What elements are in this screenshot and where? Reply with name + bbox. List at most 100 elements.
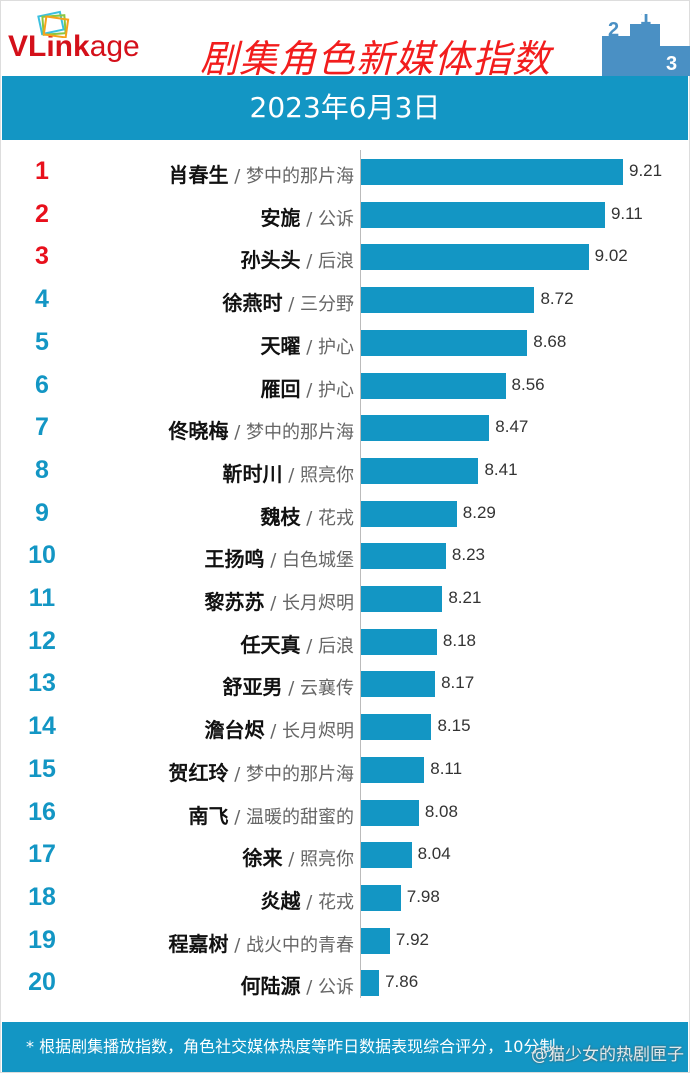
chart-row: 17 徐来 / 照亮你 8.04 bbox=[0, 834, 690, 876]
value-label: 8.17 bbox=[441, 673, 475, 693]
bar bbox=[361, 799, 419, 826]
value-label: 8.41 bbox=[484, 459, 518, 479]
chart-row: 3 孙头头 / 后浪 9.02 bbox=[0, 236, 690, 278]
character-name: 黎苏苏 bbox=[204, 590, 265, 614]
row-label: 黎苏苏 / 长月烬明 bbox=[204, 586, 354, 615]
y-axis-line bbox=[360, 150, 361, 998]
rank-number: 9 bbox=[35, 498, 49, 527]
row-label: 贺红玲 / 梦中的那片海 bbox=[168, 757, 354, 786]
rank-number: 17 bbox=[28, 840, 56, 869]
value-label: 8.68 bbox=[533, 331, 567, 351]
drama-name: 照亮你 bbox=[300, 849, 354, 871]
drama-name: 白色城堡 bbox=[282, 550, 354, 572]
drama-name-sep: / bbox=[300, 208, 318, 230]
value-label: 8.21 bbox=[448, 588, 482, 607]
drama-name-sep: / bbox=[300, 891, 318, 913]
chart-row: 19 程嘉树 / 战火中的青春 7.92 bbox=[0, 920, 690, 962]
row-label: 南飞 / 温暖的甜蜜的 bbox=[188, 800, 354, 829]
chart-row: 10 王扬鸣 / 白色城堡 8.23 bbox=[0, 535, 690, 577]
row-label: 任天真 / 后浪 bbox=[240, 629, 354, 658]
row-label: 舒亚男 / 云襄传 bbox=[222, 671, 354, 700]
value-label: 9.11 bbox=[610, 203, 643, 223]
drama-name: 梦中的那片海 bbox=[246, 166, 354, 187]
row-label: 澹台烬 / 长月烬明 bbox=[204, 714, 354, 743]
value-label: 8.15 bbox=[437, 716, 471, 736]
bar bbox=[361, 543, 446, 570]
row-label: 佟晓梅 / 梦中的那片海 bbox=[168, 415, 354, 444]
character-name: 徐来 bbox=[242, 846, 283, 871]
rank-number: 11 bbox=[28, 584, 56, 612]
chart-row: 13 舒亚男 / 云襄传 8.17 bbox=[0, 663, 690, 705]
svg-text:3: 3 bbox=[666, 53, 677, 75]
drama-name: 云襄传 bbox=[300, 678, 354, 700]
character-name: 魏枝 bbox=[260, 504, 301, 529]
row-label: 靳时川 / 照亮你 bbox=[222, 458, 354, 487]
bar bbox=[361, 756, 425, 783]
character-name: 任天真 bbox=[240, 632, 301, 657]
rank-number: 19 bbox=[28, 925, 56, 954]
drama-name: 护心 bbox=[318, 379, 354, 401]
character-name: 佟晓梅 bbox=[168, 419, 229, 444]
bar bbox=[361, 159, 623, 185]
chart-row: 6 雁回 / 护心 8.56 bbox=[0, 365, 690, 407]
rank-number: 2 bbox=[35, 199, 49, 228]
drama-name: 公诉 bbox=[318, 977, 354, 999]
row-label: 孙头头 / 后浪 bbox=[240, 244, 354, 273]
character-name: 安旎 bbox=[260, 205, 301, 230]
value-label: 8.72 bbox=[540, 289, 574, 309]
drama-name-sep: / bbox=[300, 507, 318, 529]
drama-name: 照亮你 bbox=[300, 464, 354, 486]
character-name: 澹台烬 bbox=[204, 718, 265, 743]
value-label: 7.92 bbox=[395, 929, 429, 949]
rank-number: 13 bbox=[28, 669, 56, 698]
value-label: 8.23 bbox=[451, 545, 486, 565]
drama-name: 三分野 bbox=[300, 294, 354, 316]
bar bbox=[361, 287, 535, 314]
chart-row: 9 魏枝 / 花戎 8.29 bbox=[0, 493, 690, 535]
value-label: 9.02 bbox=[594, 246, 628, 266]
drama-name-sep: / bbox=[300, 336, 318, 358]
rank-number: 8 bbox=[35, 455, 49, 484]
drama-name-sep: / bbox=[282, 849, 300, 871]
chart-row: 16 南飞 / 温暖的甜蜜的 8.08 bbox=[0, 792, 690, 834]
drama-name-sep: / bbox=[264, 593, 282, 614]
bar bbox=[361, 714, 432, 741]
drama-name-sep: / bbox=[300, 251, 318, 273]
rank-number: 4 bbox=[35, 285, 49, 314]
bar bbox=[361, 927, 390, 954]
character-name: 贺红玲 bbox=[168, 760, 229, 785]
footer-note: * 根据剧集播放指数，角色社交媒体热度等昨日数据表现综合评分，10分制 bbox=[2, 1022, 688, 1072]
drama-name-sep: / bbox=[228, 422, 246, 444]
drama-name: 花戎 bbox=[318, 507, 354, 529]
drama-name: 护心 bbox=[318, 336, 354, 358]
bar bbox=[361, 244, 589, 271]
value-label: 8.56 bbox=[511, 374, 545, 394]
chart-row: 20 何陆源 / 公诉 7.86 bbox=[0, 962, 690, 1004]
character-name: 雁回 bbox=[260, 376, 301, 401]
drama-name-sep: / bbox=[300, 379, 318, 401]
bar bbox=[361, 671, 436, 698]
drama-name-sep: / bbox=[264, 721, 282, 743]
character-name: 天曜 bbox=[260, 333, 301, 358]
rank-number: 12 bbox=[28, 626, 56, 655]
drama-name: 梦中的那片海 bbox=[246, 422, 354, 444]
chart-row: 1 肖春生 / 梦中的那片海 9.21 bbox=[0, 151, 690, 193]
rank-number: 10 bbox=[28, 541, 56, 570]
row-label: 程嘉树 / 战火中的青春 bbox=[168, 928, 354, 957]
drama-name: 公诉 bbox=[318, 208, 354, 230]
rank-number: 3 bbox=[35, 242, 49, 271]
drama-name-sep: / bbox=[282, 464, 300, 486]
watermark: @猫少女的热剧匣子 bbox=[531, 1045, 684, 1065]
value-label: 7.86 bbox=[385, 972, 419, 992]
row-label: 王扬鸣 / 白色城堡 bbox=[204, 543, 354, 572]
value-label: 8.29 bbox=[462, 502, 496, 522]
drama-name-sep: / bbox=[264, 550, 282, 572]
drama-name: 后浪 bbox=[318, 635, 354, 657]
bar bbox=[361, 415, 490, 442]
podium-icon: 2 1 3 bbox=[602, 14, 690, 76]
drama-name-sep: / bbox=[282, 294, 300, 316]
row-label: 魏枝 / 花戎 bbox=[260, 501, 354, 530]
value-label: 7.98 bbox=[406, 886, 440, 906]
row-label: 何陆源 / 公诉 bbox=[240, 970, 354, 999]
drama-name: 战火中的青春 bbox=[246, 934, 354, 956]
